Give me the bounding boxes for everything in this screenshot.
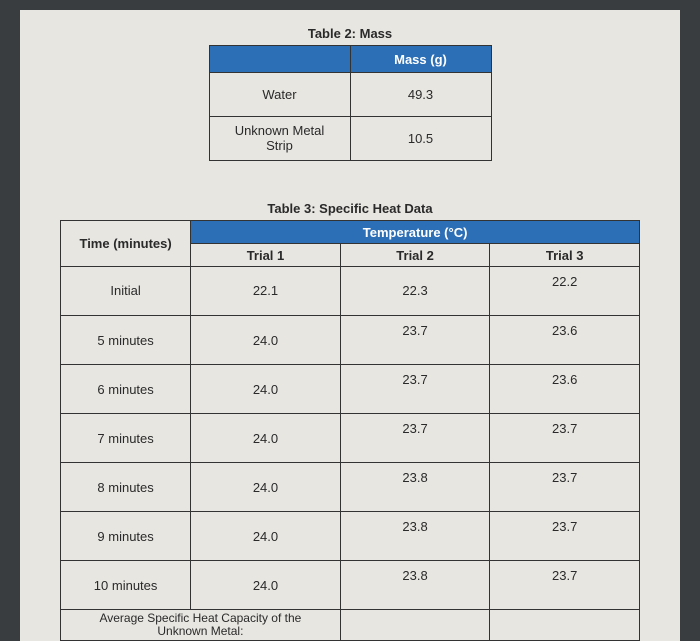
page: Table 2: Mass Mass (g) Water 49.3 Unknow…	[20, 10, 680, 641]
table3-cell: 24.0	[191, 414, 341, 463]
table3-cell-empty	[490, 340, 640, 365]
table3-cell-empty	[490, 536, 640, 561]
table3-cell: 23.7	[490, 414, 640, 439]
table3-cell: 23.7	[340, 414, 490, 439]
table3-cell-empty	[340, 438, 490, 463]
table2-title: Table 2: Mass	[40, 26, 660, 41]
table3-cell: 23.6	[490, 316, 640, 341]
table2-row-label-text: Unknown MetalStrip	[235, 123, 325, 152]
table3-cell: 24.0	[191, 316, 341, 365]
table3-time: Initial	[61, 267, 191, 316]
table3-cell: 23.7	[490, 561, 640, 586]
table3-cell: 23.7	[490, 512, 640, 537]
table3-cell: 22.2	[490, 267, 640, 292]
table3-cell: 24.0	[191, 365, 341, 414]
table3-cell-empty	[340, 487, 490, 512]
table3-title: Table 3: Specific Heat Data	[40, 201, 660, 216]
table3-cell-empty	[490, 291, 640, 316]
table3-cell: 23.8	[340, 512, 490, 537]
table3-cell: 24.0	[191, 512, 341, 561]
spacer	[40, 161, 660, 195]
table3-footer-empty	[340, 610, 490, 641]
table3-cell: 23.8	[340, 463, 490, 488]
table3-cell: 22.3	[340, 267, 490, 316]
table3-time-header: Time (minutes)	[61, 221, 191, 267]
table2-header-mass: Mass (g)	[350, 46, 491, 73]
table3-time: 8 minutes	[61, 463, 191, 512]
table3-trial-header: Trial 1	[191, 244, 341, 267]
table2-row-label: Water	[209, 73, 350, 117]
table3-cell-empty	[490, 487, 640, 512]
table3-footer-empty	[490, 610, 640, 641]
table3-cell: 23.7	[490, 463, 640, 488]
table3-cell-empty	[490, 389, 640, 414]
table3-time: 5 minutes	[61, 316, 191, 365]
table3-cell: 23.8	[340, 561, 490, 586]
table3-cell-empty	[490, 585, 640, 610]
table2-header-blank	[209, 46, 350, 73]
table3-time: 6 minutes	[61, 365, 191, 414]
table2-row-value: 49.3	[350, 73, 491, 117]
table3-cell-empty	[340, 536, 490, 561]
table3-cell: 24.0	[191, 463, 341, 512]
table3: Time (minutes) Temperature (°C) Trial 1 …	[60, 220, 640, 641]
table3-footer-label: Average Specific Heat Capacity of theUnk…	[61, 610, 341, 641]
table3-trial-header: Trial 2	[340, 244, 490, 267]
table3-time: 7 minutes	[61, 414, 191, 463]
table3-cell-empty	[340, 340, 490, 365]
table3-cell-empty	[340, 585, 490, 610]
table2-row-label: Unknown MetalStrip	[209, 117, 350, 161]
table3-footer-text: Average Specific Heat Capacity of theUnk…	[99, 611, 301, 638]
table2: Mass (g) Water 49.3 Unknown MetalStrip 1…	[209, 45, 492, 161]
table3-cell-empty	[340, 389, 490, 414]
table3-temp-header: Temperature (°C)	[191, 221, 640, 244]
table3-cell: 23.7	[340, 365, 490, 390]
table3-trial-header: Trial 3	[490, 244, 640, 267]
table3-cell: 23.6	[490, 365, 640, 390]
table3-cell-empty	[490, 438, 640, 463]
table3-time: 10 minutes	[61, 561, 191, 610]
table3-cell: 22.1	[191, 267, 341, 316]
table2-row-value: 10.5	[350, 117, 491, 161]
table3-cell: 23.7	[340, 316, 490, 341]
table3-time: 9 minutes	[61, 512, 191, 561]
table3-cell: 24.0	[191, 561, 341, 610]
